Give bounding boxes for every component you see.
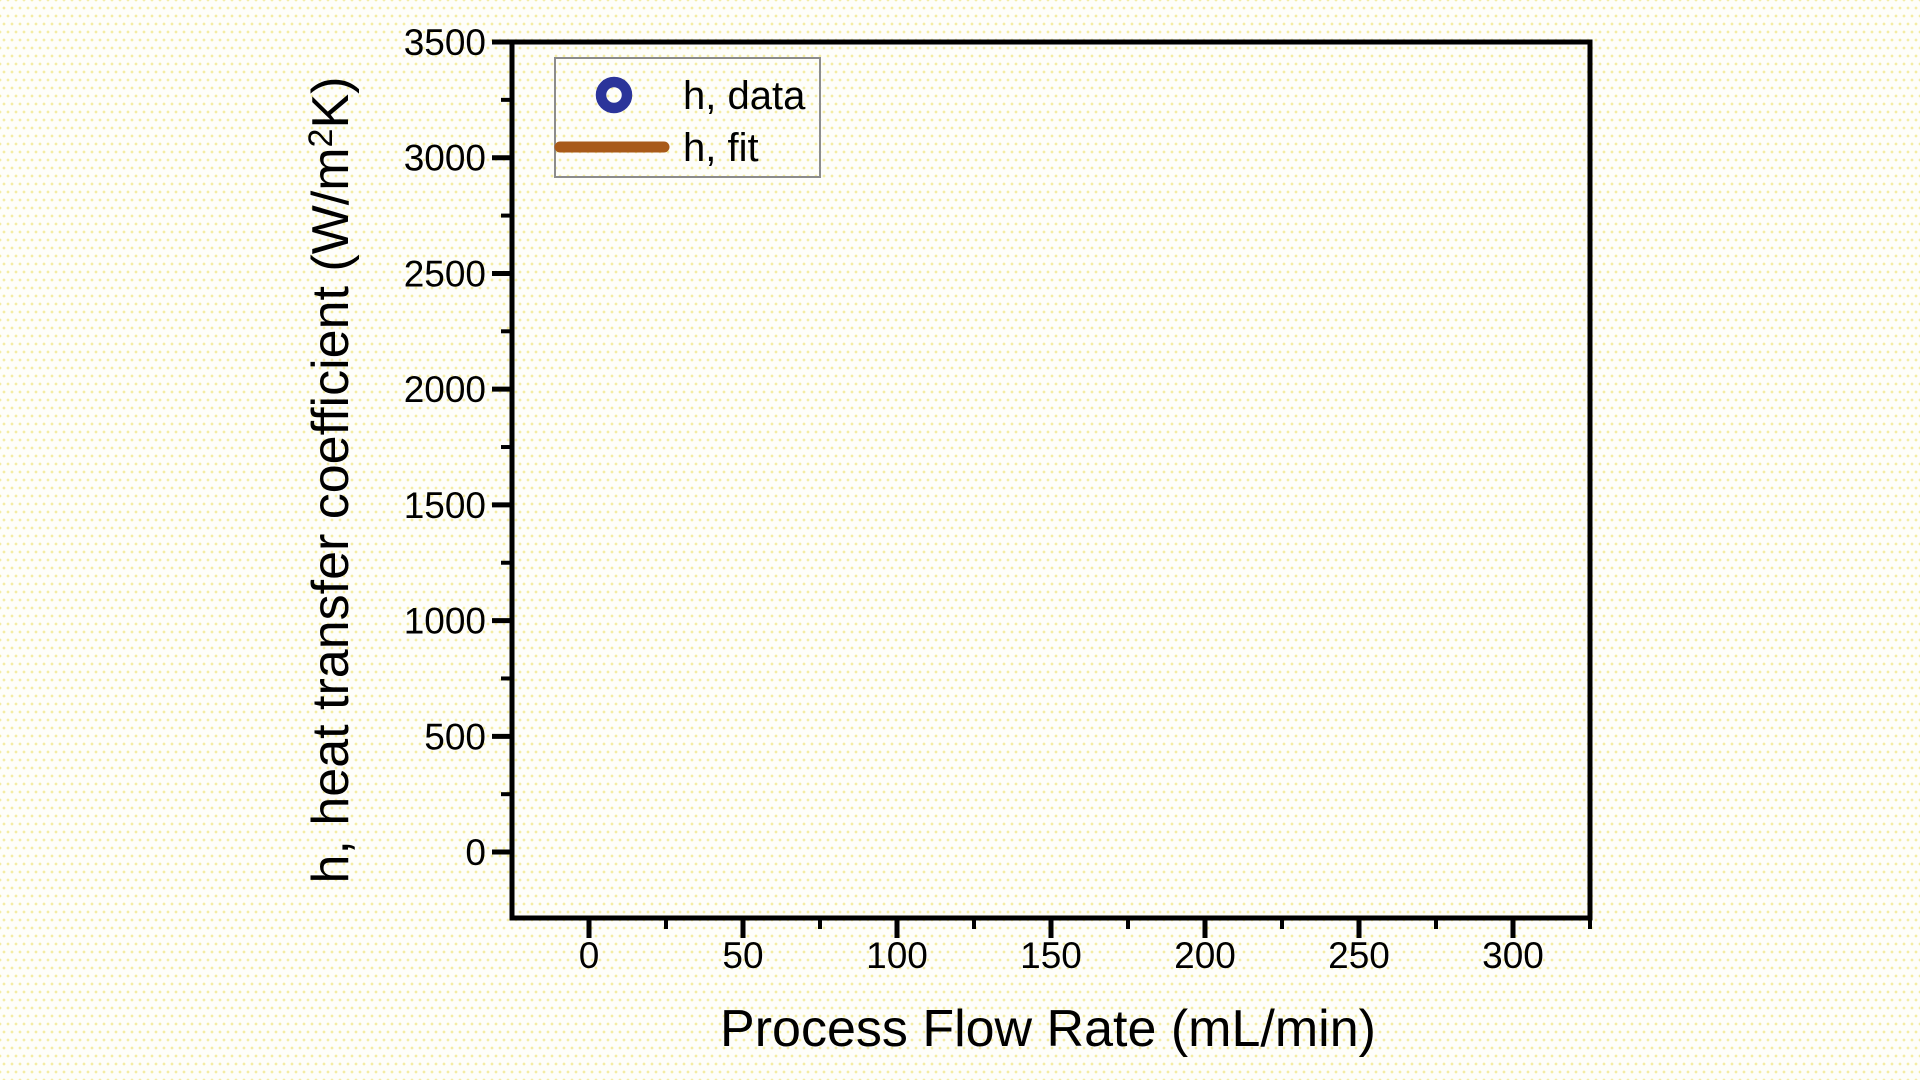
x-tick-label: 150	[1020, 935, 1082, 976]
plot-frame-rect	[509, 39, 1593, 921]
x-tick-label: 250	[1328, 935, 1390, 976]
x-tick-label: 200	[1174, 935, 1236, 976]
legend: h, data h, fit	[554, 57, 821, 178]
legend-label-h-fit: h, fit	[683, 126, 759, 170]
y-tick-label: 500	[424, 716, 486, 757]
y-tick-label: 3500	[404, 22, 486, 63]
legend-open-circle-marker-icon	[595, 76, 633, 114]
x-tick-label: 0	[579, 935, 600, 976]
y-tick-label: 3000	[404, 138, 486, 179]
x-axis-title: Process Flow Rate (mL/min)	[720, 1000, 1376, 1058]
plot-frame	[509, 39, 1593, 921]
y-tick-label: 1500	[404, 485, 486, 526]
y-tick-label: 2000	[404, 369, 486, 410]
x-tick-label: 100	[866, 935, 928, 976]
y-tick-label: 2500	[404, 253, 486, 294]
tick-labels: 0 50 100 150 200 250 3000500100015002000250030…	[404, 22, 1544, 976]
x-tick-label: 50	[722, 935, 763, 976]
y-tick-label: 0	[465, 832, 486, 873]
y-tick-label: 1000	[404, 601, 486, 642]
legend-label-h-data: h, data	[683, 74, 806, 118]
x-tick-label: 300	[1482, 935, 1544, 976]
y-axis-title: h, heat transfer coefficient (W/m2K)	[302, 77, 360, 884]
legend-box	[554, 57, 821, 178]
